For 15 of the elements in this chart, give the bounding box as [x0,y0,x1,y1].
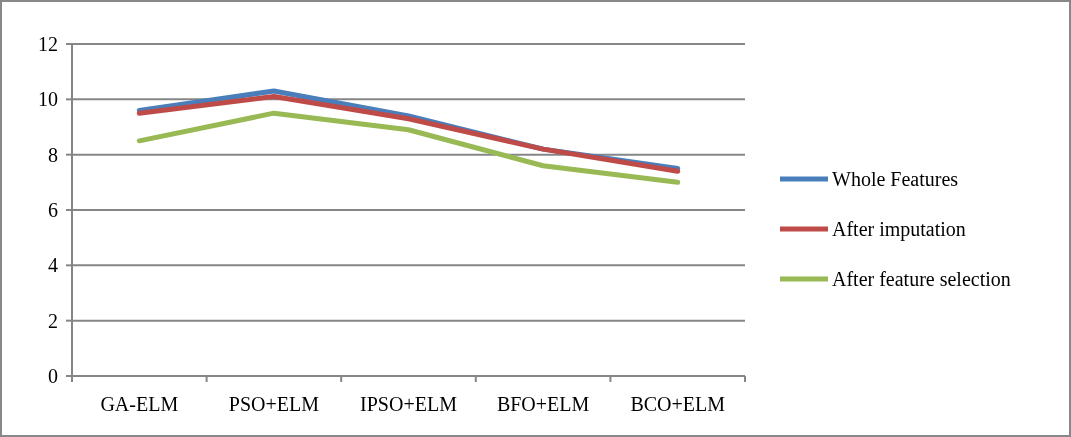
y-tick-label: 6 [48,199,58,221]
y-tick-label: 4 [48,254,58,277]
legend-label: After feature selection [832,268,1011,290]
x-tick-label: BFO+ELM [496,393,590,415]
y-tick-label: 0 [48,365,58,387]
y-tick-label: 8 [48,143,58,166]
x-tick-label: PSO+ELM [228,393,320,415]
x-tick-label: GA-ELM [100,393,179,415]
legend-label: After imputation [832,218,966,241]
y-tick-label: 12 [38,33,58,55]
x-tick-label: BCO+ELM [630,393,726,415]
y-tick-label: 10 [38,88,58,111]
x-tick-label: IPSO+ELM [360,393,458,415]
legend-label: Whole Features [832,168,959,190]
y-tick-label: 2 [48,309,58,332]
